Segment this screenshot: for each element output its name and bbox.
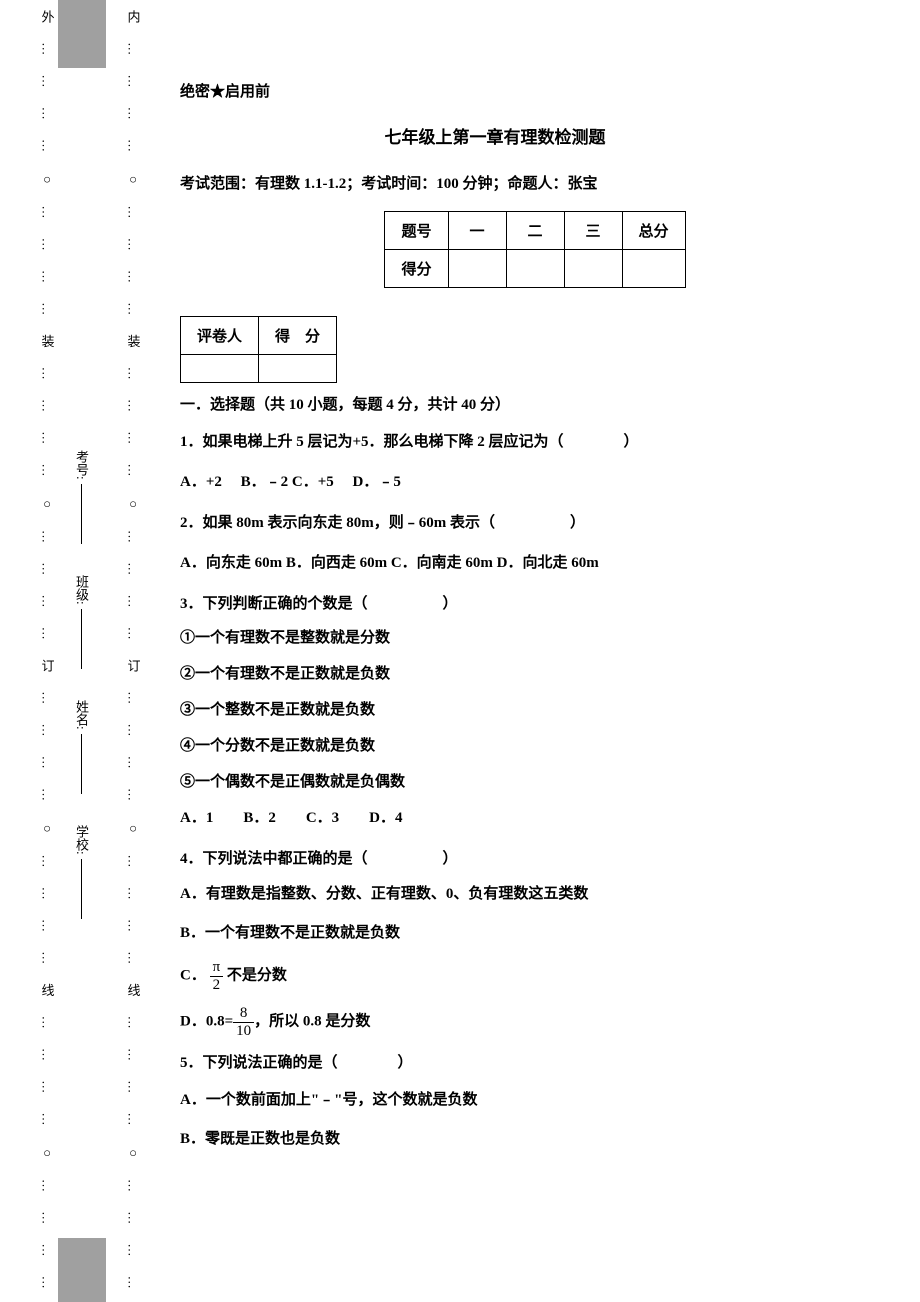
- score-header-cell: 一: [448, 212, 506, 250]
- question-3-s1: ①一个有理数不是整数就是分数: [180, 626, 890, 650]
- question-4-option-b: B．一个有理数不是正数就是负数: [180, 920, 890, 947]
- table-row: 得分: [385, 250, 685, 288]
- score-row-label: 得分: [385, 250, 448, 288]
- question-5-option-a: A．一个数前面加上"﹣"号，这个数就是负数: [180, 1087, 890, 1114]
- score-cell: [448, 250, 506, 288]
- binding-outer-text: 外 … … … … ○ … … … … 装 … … … … ○ … … … … …: [38, 10, 57, 1297]
- binding-form-labels: 学校: 姓名: 班级: 考号:: [72, 0, 102, 1302]
- grader-table: 评卷人 得 分: [180, 316, 337, 383]
- binding-margin: 外 … … … … ○ … … … … 装 … … … … ○ … … … … …: [0, 0, 155, 1302]
- score-cell: [622, 250, 685, 288]
- question-1-options: A．+2 B．﹣2 C．+5 D．﹣5: [180, 470, 890, 491]
- question-2-options: A．向东走 60m B．向西走 60m C．向南走 60m D．向北走 60m: [180, 551, 890, 572]
- grader-col1: 评卷人: [181, 317, 259, 355]
- fraction-pi-over-2: π 2: [210, 959, 224, 993]
- question-4-option-c: C． π 2 不是分数: [180, 959, 890, 993]
- question-3-s4: ④一个分数不是正数就是负数: [180, 734, 890, 758]
- score-header-cell: 二: [506, 212, 564, 250]
- question-3-s2: ②一个有理数不是正数就是负数: [180, 662, 890, 686]
- binding-inner-text: 内 … … … … ○ … … … … 装 … … … … ○ … … … … …: [124, 10, 143, 1297]
- score-header-cell: 题号: [385, 212, 448, 250]
- grader-col2: 得 分: [259, 317, 337, 355]
- question-3-options: A．1 B．2 C．3 D．4: [180, 806, 890, 827]
- score-header-cell: 总分: [622, 212, 685, 250]
- label-school: 学校:: [72, 825, 91, 919]
- question-4-option-a: A．有理数是指整数、分数、正有理数、0、负有理数这五类数: [180, 881, 890, 908]
- question-4-option-d: D．0.8= 8 10 ，所以 0.8 是分数: [180, 1005, 890, 1039]
- table-row: [181, 355, 337, 383]
- score-summary-table: 题号 一 二 三 总分 得分: [384, 211, 685, 288]
- label-exam-no: 考号:: [72, 450, 91, 544]
- fraction-8-over-10: 8 10: [233, 1005, 254, 1039]
- main-content: 绝密★启用前 七年级上第一章有理数检测题 考试范围：有理数 1.1-1.2；考试…: [180, 80, 890, 1165]
- question-4-text: 4．下列说法中都正确的是（ ）: [180, 847, 890, 871]
- grader-cell: [181, 355, 259, 383]
- exam-title: 七年级上第一章有理数检测题: [180, 123, 890, 148]
- secret-line: 绝密★启用前: [180, 80, 890, 101]
- exam-scope: 考试范围：有理数 1.1-1.2；考试时间：100 分钟；命题人：张宝: [180, 172, 890, 193]
- question-3-s5: ⑤一个偶数不是正偶数就是负偶数: [180, 770, 890, 794]
- table-row: 题号 一 二 三 总分: [385, 212, 685, 250]
- score-cell: [506, 250, 564, 288]
- label-name: 姓名:: [72, 700, 91, 794]
- binding-column-inner: 内 … … … … ○ … … … … 装 … … … … ○ … … … … …: [118, 0, 148, 1302]
- section-1-heading: 一．选择题（共 10 小题，每题 4 分，共计 40 分）: [180, 393, 890, 414]
- grader-cell: [259, 355, 337, 383]
- label-class: 班级:: [72, 575, 91, 669]
- question-3-s3: ③一个整数不是正数就是负数: [180, 698, 890, 722]
- question-2-text: 2．如果 80m 表示向东走 80m，则﹣60m 表示（ ）: [180, 511, 890, 535]
- question-5-text: 5．下列说法正确的是（ ）: [180, 1051, 890, 1075]
- binding-column-outer: 外 … … … … ○ … … … … 装 … … … … ○ … … … … …: [32, 0, 62, 1302]
- table-row: 评卷人 得 分: [181, 317, 337, 355]
- question-5-option-b: B．零既是正数也是负数: [180, 1126, 890, 1153]
- score-cell: [564, 250, 622, 288]
- score-header-cell: 三: [564, 212, 622, 250]
- question-3-text: 3．下列判断正确的个数是（ ）: [180, 592, 890, 616]
- question-1-text: 1．如果电梯上升 5 层记为+5．那么电梯下降 2 层应记为（ ）: [180, 430, 890, 454]
